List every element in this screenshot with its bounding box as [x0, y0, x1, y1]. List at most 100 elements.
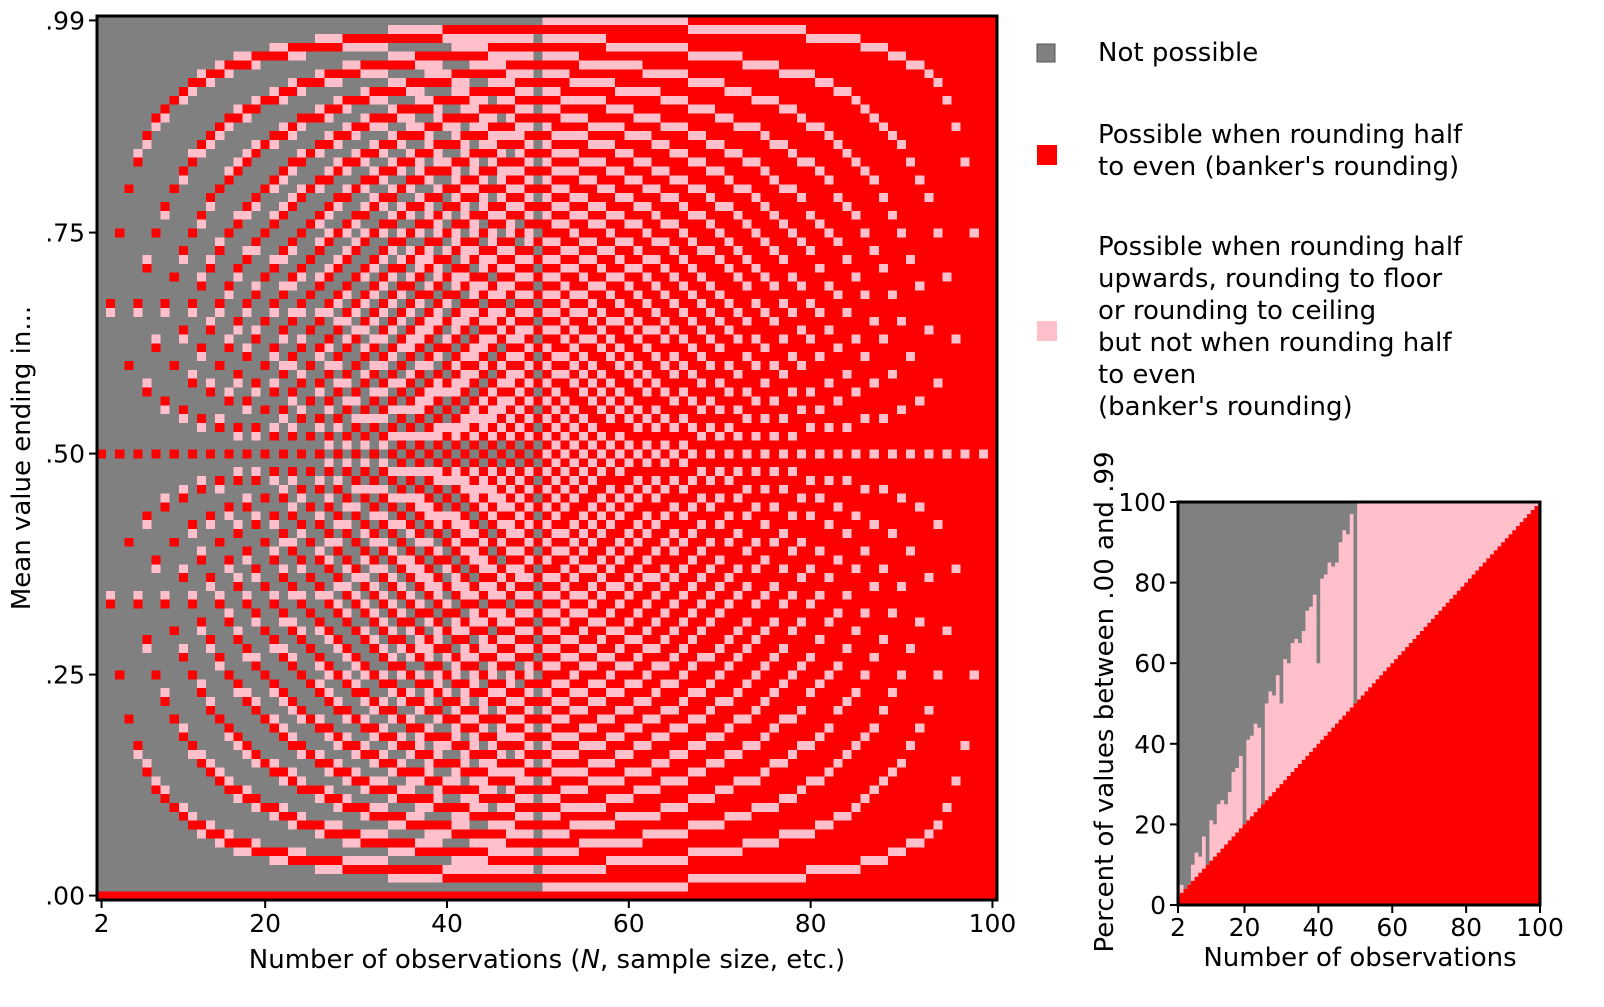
heatmap-cell: [133, 343, 143, 353]
heatmap-cell: [197, 254, 207, 264]
heatmap-cell: [269, 219, 280, 229]
heatmap-cell: [269, 661, 280, 671]
heatmap-cell: [378, 228, 389, 238]
heatmap-cell: [378, 793, 389, 804]
heatmap-cell: [224, 77, 234, 88]
heatmap-cell: [369, 838, 380, 848]
heatmap-cell: [387, 307, 398, 317]
heatmap-cell: [342, 608, 352, 618]
heatmap-cell: [106, 369, 116, 379]
heatmap-cell: [424, 351, 434, 362]
heatmap-cell: [278, 290, 289, 300]
heatmap-cell: [197, 263, 207, 273]
heatmap-cell: [542, 732, 552, 742]
heatmap-cell: [451, 679, 461, 689]
heatmap-cell: [178, 617, 189, 627]
heatmap-cell: [487, 307, 498, 317]
heatmap-cell: [278, 316, 289, 326]
heatmap-cell: [524, 749, 534, 759]
heatmap-cell: [242, 263, 252, 273]
heatmap-cell: [187, 864, 198, 874]
heatmap-cell: [178, 104, 189, 114]
heatmap-cell: [533, 369, 543, 379]
heatmap-cell: [515, 413, 525, 423]
heatmap-cell: [478, 758, 489, 768]
heatmap-cell: [542, 802, 552, 812]
heatmap-cell: [142, 431, 152, 441]
heatmap-cell: [324, 661, 334, 671]
heatmap-cell: [306, 696, 316, 706]
heatmap-cell: [387, 793, 398, 804]
heatmap-cell: [387, 572, 398, 583]
heatmap-cell: [487, 86, 498, 96]
heatmap-cell: [542, 838, 552, 848]
heatmap-cell: [233, 281, 243, 291]
heatmap-cell: [278, 369, 289, 379]
heatmap-cell: [378, 69, 389, 79]
heatmap-cell: [406, 625, 416, 636]
heatmap-cell: [178, 723, 189, 733]
heatmap-cell: [442, 396, 452, 406]
heatmap-cell: [115, 219, 125, 229]
heatmap-cell: [197, 113, 207, 123]
heatmap-cell: [269, 466, 280, 476]
heatmap-cell: [460, 95, 471, 105]
heatmap-cell: [242, 679, 252, 689]
heatmap-cell: [506, 732, 516, 742]
heatmap-cell: [387, 882, 398, 892]
heatmap-cell: [506, 599, 516, 609]
heatmap-cell: [433, 838, 443, 848]
heatmap-cell: [169, 113, 180, 123]
heatmap-cell: [533, 643, 543, 653]
heatmap-cell: [187, 546, 198, 556]
heatmap-cell: [460, 183, 471, 194]
heatmap-cell: [178, 210, 189, 220]
heatmap-cell: [178, 122, 189, 132]
heatmap-cell: [324, 546, 334, 556]
heatmap-cell: [251, 466, 261, 476]
heatmap-cell: [315, 793, 325, 804]
heatmap-cell: [297, 86, 307, 96]
heatmap-cell: [397, 643, 407, 653]
heatmap-cell: [178, 608, 189, 618]
heatmap-cell: [269, 511, 280, 521]
heatmap-cell: [151, 732, 161, 742]
heatmap-cell: [115, 431, 125, 441]
heatmap-cell: [397, 325, 407, 335]
heatmap-cell: [460, 687, 471, 697]
heatmap-cell: [369, 802, 380, 812]
heatmap-cell: [297, 732, 307, 742]
heatmap-cell: [451, 369, 461, 379]
heatmap-cell: [115, 749, 125, 759]
heatmap-cell: [106, 325, 116, 335]
heatmap-cell: [397, 192, 407, 202]
heatmap-cell: [142, 51, 152, 61]
heatmap-cell: [224, 183, 234, 194]
heatmap-cell: [160, 493, 171, 503]
heatmap-cell: [424, 254, 434, 264]
heatmap-cell: [287, 625, 298, 636]
heatmap-cell: [187, 422, 198, 432]
heatmap-cell: [406, 802, 416, 812]
heatmap-cell: [406, 272, 416, 282]
heatmap-cell: [315, 113, 325, 123]
heatmap-cell: [433, 502, 443, 512]
heatmap-cell: [506, 404, 516, 415]
heatmap-cell: [397, 422, 407, 432]
heatmap-cell: [215, 679, 225, 689]
heatmap-cell: [297, 325, 307, 335]
heatmap-cell: [478, 838, 489, 848]
heatmap-cell: [415, 86, 425, 96]
heatmap-cell: [251, 882, 261, 892]
heatmap-cell: [406, 16, 416, 26]
heatmap-cell: [369, 661, 380, 671]
heatmap-cell: [397, 281, 407, 291]
heatmap-cell: [187, 484, 198, 494]
heatmap-cell: [342, 422, 352, 432]
heatmap-cell: [397, 696, 407, 706]
heatmap-cell: [306, 484, 316, 494]
heatmap-cell: [197, 537, 207, 547]
heatmap-cell: [415, 555, 425, 565]
heatmap-cell: [306, 360, 316, 370]
heatmap-cell: [278, 564, 289, 574]
